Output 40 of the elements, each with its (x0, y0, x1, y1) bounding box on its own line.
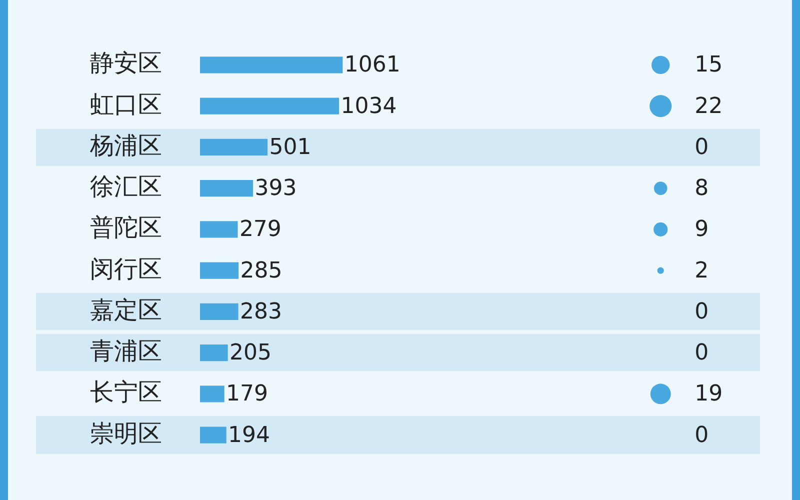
data-label: 2 (694, 258, 709, 284)
data-label: 279 (239, 217, 282, 242)
data-label: 205 (230, 340, 272, 366)
data-label: 9 (694, 217, 709, 242)
y-tick-label: 崇明区 (90, 419, 162, 448)
data-label: 0 (694, 340, 709, 366)
data-label: 501 (269, 134, 312, 160)
bar (200, 138, 268, 156)
data-label: 22 (694, 94, 723, 119)
data-label: 0 (694, 134, 709, 160)
data-label: 285 (240, 258, 282, 284)
y-tick-label: 徐汇区 (90, 172, 162, 201)
data-label: 194 (228, 422, 270, 448)
bar (200, 386, 224, 402)
y-tick-label: 长宁区 (90, 378, 162, 406)
y-tick-label: 青浦区 (90, 337, 162, 366)
bar (200, 98, 340, 114)
bar (200, 344, 228, 362)
data-label: 1061 (344, 52, 400, 78)
data-label: 179 (226, 382, 268, 407)
y-tick-label: 嘉定区 (90, 296, 162, 324)
y-tick-label: 虹口区 (90, 90, 162, 118)
y-tick-label: 静安区 (90, 49, 162, 78)
data-label: 1034 (340, 94, 397, 119)
data-label: 15 (694, 52, 723, 78)
data-label: 283 (240, 299, 282, 324)
y-tick-label: 闵行区 (90, 254, 162, 283)
bar (200, 426, 226, 444)
data-label: 19 (694, 382, 723, 407)
bar (200, 180, 254, 197)
bar (200, 221, 238, 238)
data-label: 8 (694, 176, 709, 202)
data-label: 0 (694, 299, 709, 324)
y-tick-label: 杨浦区 (89, 131, 162, 160)
bar (200, 56, 343, 74)
y-tick-label: 普陀区 (90, 214, 162, 242)
bar (200, 303, 238, 320)
bar (200, 262, 239, 279)
data-label: 0 (694, 422, 709, 448)
data-label: 393 (254, 176, 297, 202)
